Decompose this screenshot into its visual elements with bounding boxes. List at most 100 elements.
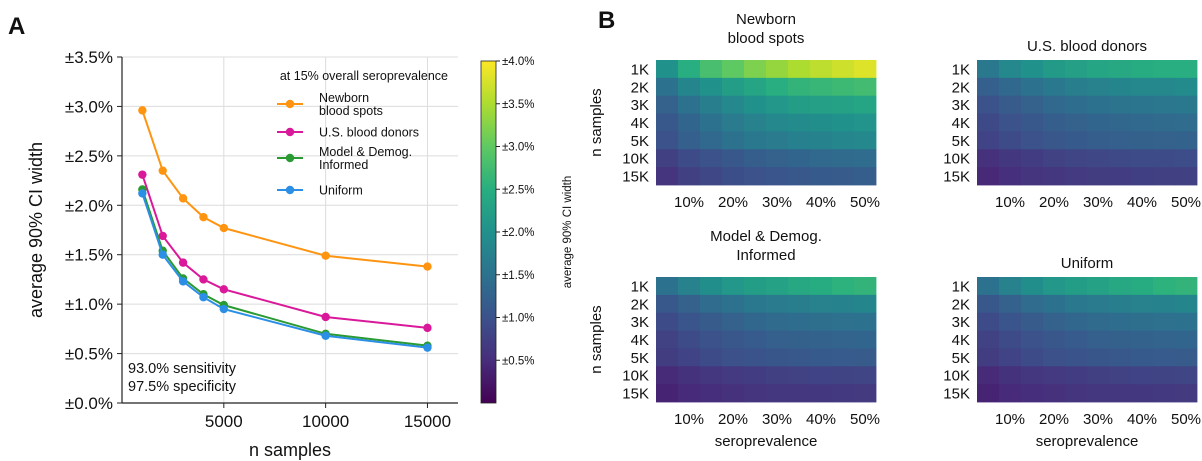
heatmap-cell [1153, 77, 1176, 97]
heatmap-cell [999, 149, 1022, 168]
heatmap-cell [1021, 131, 1044, 150]
heatmap-cell [1021, 366, 1044, 385]
heatmap-cell [810, 167, 833, 186]
heatmap-cell [1109, 330, 1132, 349]
heatmap-cell [1131, 312, 1154, 331]
colorbar-tick-label: ±3.0% [502, 142, 535, 154]
annotation-specificity: 97.5% specificity [128, 379, 237, 395]
heatmap-cell [999, 167, 1022, 186]
heatmap-cell [1131, 330, 1154, 349]
heatmap-cell [810, 312, 833, 331]
y-tick-label: ±0.0% [65, 394, 113, 413]
data-point [199, 275, 208, 284]
heatmap-cell [788, 348, 811, 367]
heatmap-cell [999, 60, 1022, 79]
heatmap-row-label: 1K [631, 61, 649, 78]
heatmap-cell [678, 95, 701, 114]
heatmap-cell [788, 384, 811, 403]
heatmap-col-label: 10% [674, 411, 704, 428]
heatmap-row-label: 4K [952, 115, 970, 132]
heatmap-cell [744, 167, 767, 186]
heatmap-cell [788, 113, 811, 132]
heatmap-cell [832, 277, 855, 296]
heatmap-cell [832, 330, 855, 349]
heatmap-cell [999, 366, 1022, 385]
heatmap-cell [832, 312, 855, 331]
heatmap-cell [722, 366, 745, 385]
heatmap-cell [700, 277, 723, 296]
heatmap-cell [999, 77, 1022, 97]
data-point [199, 212, 208, 222]
data-point [138, 189, 147, 198]
heatmap-cell [722, 60, 745, 79]
heatmap-cell [1153, 167, 1176, 186]
heatmap-cell [854, 77, 877, 97]
heatmap-title: Uniform [1061, 255, 1114, 272]
heatmap-cell [832, 294, 855, 314]
heatmap-cell [1065, 167, 1088, 186]
legend-label: Model & Demog. Informed [319, 145, 412, 172]
heatmap-cell [722, 113, 745, 132]
heatmap-cell [766, 312, 789, 331]
heatmap-cell [722, 312, 745, 331]
heatmap-cell [1087, 113, 1110, 132]
heatmap-cell [700, 330, 723, 349]
heatmap-cell [1065, 113, 1088, 132]
heatmap-cell [1109, 294, 1132, 314]
heatmap-cell [788, 167, 811, 186]
heatmap-cell [1043, 167, 1066, 186]
heatmap-cell [977, 294, 1000, 314]
heatmap-row-label: 1K [952, 61, 970, 78]
heatmap-cell [1153, 330, 1176, 349]
heatmap-cell [678, 167, 701, 186]
heatmap-cell [1043, 60, 1066, 79]
heatmap-cell [656, 149, 679, 168]
heatmap-cell [977, 149, 1000, 168]
heatmap-col-label: 40% [1127, 194, 1157, 211]
heatmap-cell [656, 294, 679, 314]
heatmap-cell [766, 294, 789, 314]
y-tick-label: ±2.0% [65, 196, 113, 215]
heatmap-cell [1131, 167, 1154, 186]
heatmap-cell [744, 330, 767, 349]
heatmap-cell [1087, 348, 1110, 367]
heatmap-cell [999, 277, 1022, 296]
data-point [158, 166, 167, 175]
heatmap-cell [700, 95, 723, 114]
heatmap-cell [700, 149, 723, 168]
heatmap-cell [1065, 277, 1088, 296]
heatmap-cell [1153, 95, 1176, 114]
heatmap-cell [832, 60, 855, 79]
data-point [178, 194, 188, 203]
heatmap-cell [1087, 149, 1110, 168]
heatmap-cell [1109, 77, 1132, 97]
heatmap-cell [744, 366, 767, 385]
heatmap-cell [700, 77, 723, 97]
heatmap-row-label: 1K [631, 278, 649, 295]
heatmap-cell [722, 348, 745, 367]
heatmap-cell [744, 384, 767, 403]
heatmap-row-label: 3K [631, 97, 649, 114]
legend-label: Newborn blood spots [319, 91, 383, 118]
heatmap-cell [1153, 384, 1176, 403]
heatmap-cell [1043, 131, 1066, 150]
heatmap-cell [832, 149, 855, 168]
heatmap-cell [1065, 330, 1088, 349]
heatmap-row-label: 5K [952, 133, 970, 150]
heatmap-cell [788, 95, 811, 114]
heatmap-cell [700, 312, 723, 331]
heatmap-cell [722, 131, 745, 150]
colorbar-label: average 90% CI width [562, 176, 574, 289]
heatmap-cell [832, 167, 855, 186]
heatmap-cell [1043, 366, 1066, 385]
heatmap-col-label: 30% [762, 411, 792, 428]
heatmap-cell [678, 131, 701, 150]
y-tick-label: ±2.5% [65, 147, 113, 166]
heatmap-cell [700, 60, 723, 79]
heatmap-cell [1021, 294, 1044, 314]
heatmap-cell [832, 95, 855, 114]
heatmap-cell [1175, 348, 1198, 367]
heatmap-cell [678, 77, 701, 97]
heatmap-cell [656, 312, 679, 331]
